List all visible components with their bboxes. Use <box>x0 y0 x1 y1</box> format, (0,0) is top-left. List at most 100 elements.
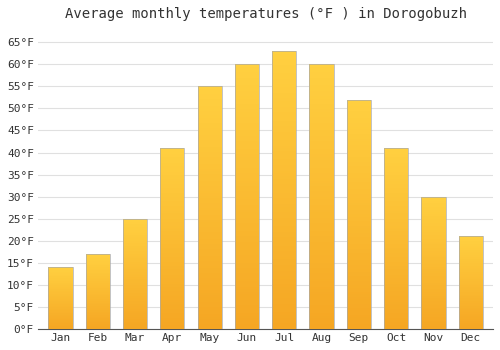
Bar <box>160 182 184 184</box>
Bar <box>310 297 334 300</box>
Bar <box>346 272 371 274</box>
Bar <box>458 249 483 250</box>
Bar <box>422 277 446 279</box>
Bar <box>346 258 371 260</box>
Bar <box>310 138 334 141</box>
Bar <box>384 289 408 291</box>
Bar <box>198 86 222 329</box>
Bar <box>123 238 147 240</box>
Bar <box>235 268 259 271</box>
Bar <box>86 286 110 287</box>
Bar <box>198 268 222 271</box>
Bar <box>48 287 72 288</box>
Bar <box>123 259 147 260</box>
Bar <box>198 166 222 169</box>
Bar <box>384 238 408 240</box>
Bar <box>422 314 446 316</box>
Bar <box>235 289 259 292</box>
Bar <box>198 222 222 225</box>
Bar <box>48 304 72 305</box>
Bar <box>384 251 408 253</box>
Bar <box>384 166 408 168</box>
Bar <box>198 200 222 203</box>
Bar <box>198 106 222 108</box>
Bar <box>48 285 72 286</box>
Bar <box>198 322 222 324</box>
Bar <box>346 294 371 297</box>
Bar <box>422 301 446 302</box>
Bar <box>198 288 222 290</box>
Bar <box>310 152 334 154</box>
Bar <box>198 157 222 159</box>
Bar <box>235 226 259 228</box>
Bar <box>458 277 483 278</box>
Bar <box>235 247 259 250</box>
Bar <box>346 317 371 320</box>
Bar <box>346 217 371 219</box>
Bar <box>198 176 222 178</box>
Bar <box>86 298 110 299</box>
Bar <box>272 326 296 329</box>
Bar <box>160 220 184 222</box>
Bar <box>458 272 483 273</box>
Bar <box>272 140 296 143</box>
Bar <box>235 310 259 313</box>
Bar <box>235 64 259 67</box>
Bar <box>422 238 446 239</box>
Bar <box>346 152 371 155</box>
Bar <box>198 244 222 246</box>
Bar <box>235 131 259 133</box>
Bar <box>272 309 296 312</box>
Bar <box>160 228 184 230</box>
Bar <box>272 198 296 201</box>
Bar <box>123 311 147 312</box>
Bar <box>198 266 222 268</box>
Bar <box>272 110 296 112</box>
Bar <box>235 231 259 234</box>
Bar <box>384 276 408 278</box>
Bar <box>123 285 147 286</box>
Bar <box>422 212 446 214</box>
Bar <box>458 316 483 317</box>
Bar <box>235 173 259 175</box>
Bar <box>384 275 408 276</box>
Bar <box>160 152 184 154</box>
Bar <box>160 159 184 161</box>
Title: Average monthly temperatures (°F ) in Dorogobuzh: Average monthly temperatures (°F ) in Do… <box>64 7 466 21</box>
Bar <box>123 244 147 245</box>
Bar <box>310 136 334 138</box>
Bar <box>198 264 222 266</box>
Bar <box>198 225 222 227</box>
Bar <box>123 314 147 315</box>
Bar <box>48 322 72 323</box>
Bar <box>198 120 222 123</box>
Bar <box>160 258 184 260</box>
Bar <box>48 326 72 327</box>
Bar <box>198 154 222 157</box>
Bar <box>86 256 110 257</box>
Bar <box>160 318 184 320</box>
Bar <box>198 159 222 162</box>
Bar <box>86 280 110 281</box>
Bar <box>346 194 371 196</box>
Bar <box>310 204 334 207</box>
Bar <box>422 282 446 284</box>
Bar <box>310 313 334 316</box>
Bar <box>160 217 184 219</box>
Bar <box>198 130 222 132</box>
Bar <box>160 249 184 251</box>
Bar <box>198 327 222 329</box>
Bar <box>272 321 296 323</box>
Bar <box>86 326 110 327</box>
Bar <box>123 254 147 255</box>
Bar <box>310 72 334 75</box>
Bar <box>422 234 446 235</box>
Bar <box>422 220 446 222</box>
Bar <box>48 277 72 278</box>
Bar <box>123 295 147 296</box>
Bar <box>198 116 222 118</box>
Bar <box>235 265 259 268</box>
Bar <box>235 260 259 263</box>
Bar <box>310 255 334 258</box>
Bar <box>123 245 147 246</box>
